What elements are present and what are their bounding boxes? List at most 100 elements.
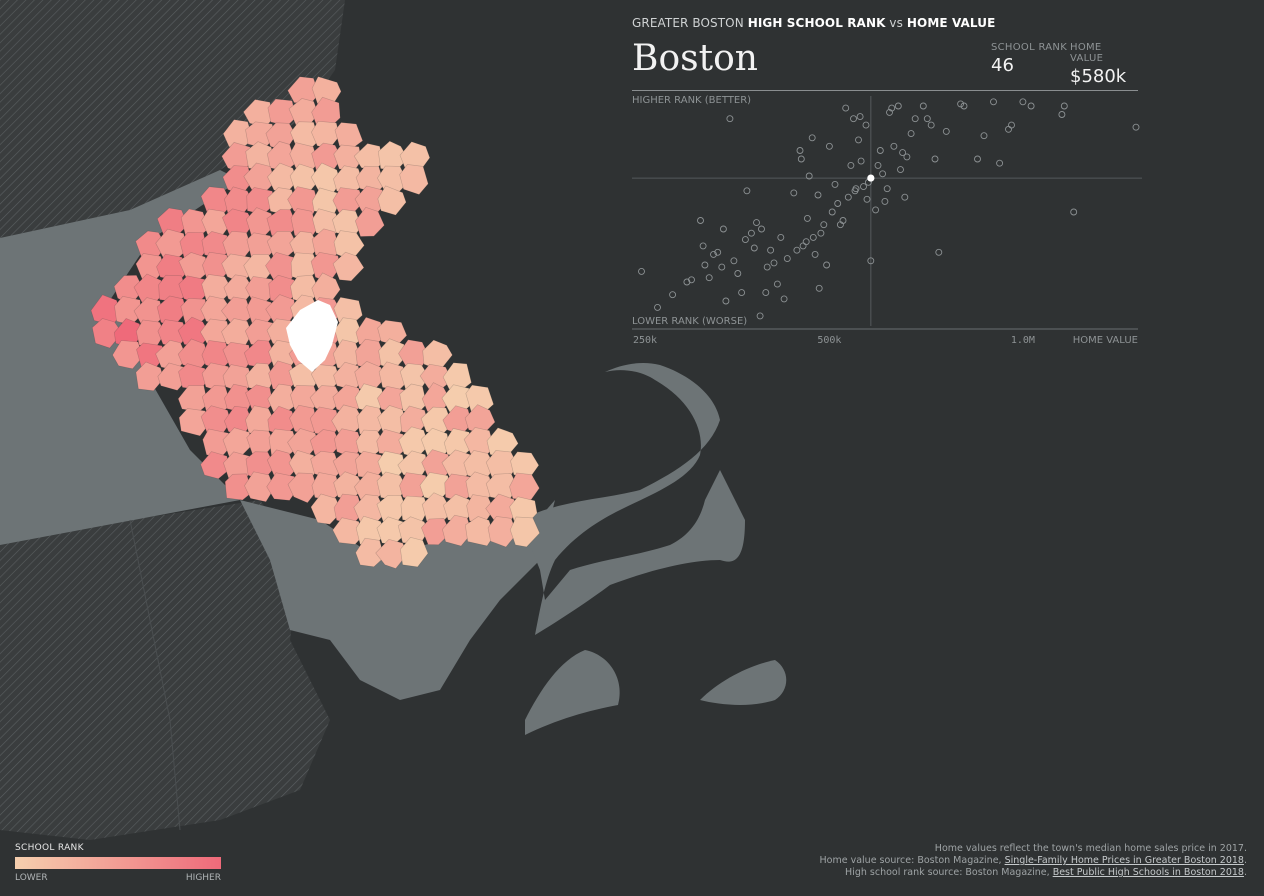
town-point[interactable] <box>770 259 778 267</box>
town-point[interactable] <box>899 149 907 157</box>
town-polygon[interactable] <box>509 516 541 548</box>
town-point[interactable] <box>1060 102 1068 110</box>
town-point[interactable] <box>931 155 939 163</box>
town-point[interactable] <box>874 161 882 169</box>
town-point[interactable] <box>923 115 931 123</box>
town-point[interactable] <box>802 238 810 246</box>
town-point[interactable] <box>879 170 887 178</box>
town-point[interactable] <box>960 102 968 110</box>
town-point[interactable] <box>839 217 847 224</box>
town-point[interactable] <box>855 136 862 144</box>
town-point[interactable] <box>876 147 884 154</box>
town-polygon[interactable] <box>178 408 210 437</box>
town-point[interactable] <box>793 246 801 254</box>
town-point[interactable] <box>705 274 713 282</box>
town-point[interactable] <box>805 172 813 180</box>
town-point[interactable] <box>767 246 775 254</box>
town-point[interactable] <box>719 225 727 233</box>
town-polygon[interactable] <box>355 537 385 568</box>
town-polygon[interactable] <box>400 536 429 568</box>
town-point[interactable] <box>814 191 822 199</box>
town-point[interactable] <box>1070 208 1078 216</box>
town-point[interactable] <box>942 127 950 135</box>
town-point[interactable] <box>828 208 836 216</box>
town-point[interactable] <box>777 233 785 241</box>
town-point[interactable] <box>756 312 764 320</box>
town-point[interactable] <box>903 153 911 161</box>
town-point[interactable] <box>734 270 742 277</box>
town-point[interactable] <box>803 214 811 222</box>
town-point[interactable] <box>894 102 902 110</box>
town-point[interactable] <box>844 193 852 201</box>
town-polygon[interactable] <box>332 517 363 545</box>
town-point[interactable] <box>823 261 831 269</box>
town-point[interactable] <box>862 121 870 129</box>
school-rank-source-link[interactable]: Best Public High Schools in Boston 2018 <box>1052 867 1244 878</box>
town-polygon[interactable] <box>287 472 319 504</box>
town-point[interactable] <box>758 225 765 233</box>
town-point[interactable] <box>730 257 738 265</box>
town-point[interactable] <box>699 242 707 250</box>
scatter-plot[interactable]: 250k 500k 1.0M HOME VALUE <box>632 92 1144 348</box>
town-polygon[interactable] <box>442 514 473 547</box>
town-polygon[interactable] <box>375 538 409 569</box>
town-polygon[interactable] <box>487 516 518 548</box>
town-point[interactable] <box>990 98 997 106</box>
town-point[interactable] <box>1058 111 1066 118</box>
town-point[interactable] <box>1005 125 1012 133</box>
town-polygon[interactable] <box>200 451 230 480</box>
town-point[interactable] <box>897 166 904 174</box>
town-point[interactable] <box>863 195 871 203</box>
town-point[interactable] <box>750 244 758 252</box>
town-point[interactable] <box>872 206 880 214</box>
town-point[interactable] <box>726 115 734 123</box>
town-point[interactable] <box>738 289 746 297</box>
town-point[interactable] <box>638 267 645 275</box>
town-point[interactable] <box>901 193 909 201</box>
town-point[interactable] <box>811 250 819 258</box>
town-point[interactable] <box>890 142 898 150</box>
town-polygon[interactable] <box>354 206 385 237</box>
town-point[interactable] <box>780 295 788 303</box>
town-point[interactable] <box>857 157 865 165</box>
town-polygon[interactable] <box>334 122 364 150</box>
town-point[interactable] <box>883 185 891 193</box>
town-point[interactable] <box>1132 123 1140 131</box>
town-point[interactable] <box>996 159 1004 167</box>
town-point[interactable] <box>808 134 816 142</box>
town-point[interactable] <box>753 219 760 227</box>
town-point[interactable] <box>957 100 965 108</box>
town-point[interactable] <box>852 185 860 193</box>
town-point[interactable] <box>850 115 857 123</box>
town-point[interactable] <box>718 263 726 271</box>
town-polygon[interactable] <box>266 472 297 501</box>
town-point[interactable] <box>743 187 751 195</box>
town-polygon[interactable] <box>244 471 275 503</box>
town-point[interactable] <box>783 255 791 263</box>
town-point[interactable] <box>762 289 770 297</box>
town-point[interactable] <box>747 229 755 237</box>
town-point[interactable] <box>817 229 825 237</box>
town-polygon[interactable] <box>464 516 495 547</box>
town-point[interactable] <box>797 155 805 163</box>
town-point[interactable] <box>688 276 695 284</box>
selected-town-point[interactable] <box>867 174 875 182</box>
town-point[interactable] <box>980 132 988 140</box>
town-point[interactable] <box>701 261 709 269</box>
town-point[interactable] <box>697 217 704 224</box>
home-value-source-link[interactable]: Single-Family Home Prices in Greater Bos… <box>1004 855 1244 866</box>
town-point[interactable] <box>669 291 677 299</box>
town-polygon[interactable] <box>112 340 144 370</box>
town-point[interactable] <box>1008 121 1015 129</box>
town-point[interactable] <box>722 297 730 305</box>
town-point[interactable] <box>815 284 823 292</box>
town-point[interactable] <box>856 113 864 121</box>
town-point[interactable] <box>1027 102 1035 110</box>
town-point[interactable] <box>867 257 875 265</box>
town-polygon[interactable] <box>135 361 165 392</box>
town-point[interactable] <box>763 263 771 271</box>
town-point[interactable] <box>919 102 927 110</box>
town-point[interactable] <box>907 130 915 138</box>
town-point[interactable] <box>927 121 935 129</box>
